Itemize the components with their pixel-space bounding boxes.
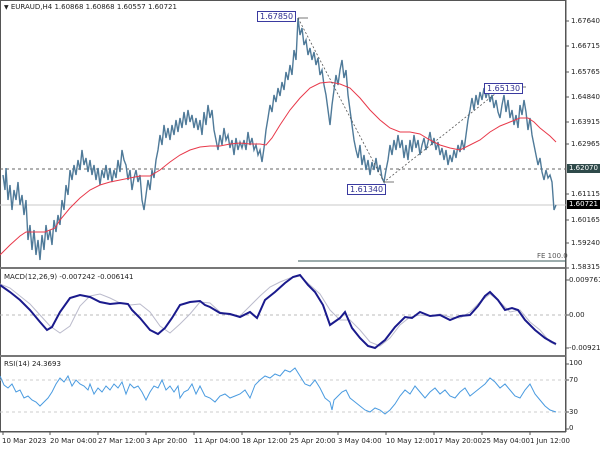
rsi-line xyxy=(0,367,557,415)
time-label: 27 Mar 12:00 xyxy=(98,437,145,445)
collapse-triangle-icon[interactable]: ▼ xyxy=(4,4,9,11)
price-tick: 1.62965 xyxy=(571,140,600,148)
time-label: 18 Apr 12:00 xyxy=(242,437,288,445)
macd-tick: 0.009761 xyxy=(569,276,600,284)
time-label: 3 May 04:00 xyxy=(338,437,382,445)
price-tick: 1.58315 xyxy=(571,263,600,271)
time-label: 25 May 04:00 xyxy=(482,437,531,445)
symbol-label: EURAUD,H4 xyxy=(10,3,53,11)
price-tick: 1.59240 xyxy=(571,239,600,247)
macd-main-line xyxy=(0,273,557,350)
macd-tick: 0.00 xyxy=(569,311,585,319)
macd-signal-line xyxy=(0,275,557,347)
low-annotation[interactable]: 1.61340 xyxy=(347,184,387,195)
price-tick: 1.64840 xyxy=(571,93,600,101)
time-label: 20 Mar 04:00 xyxy=(50,437,97,445)
price-tick: 1.60165 xyxy=(571,216,600,224)
macd-label: MACD(12,26,9) -0.007242 -0.006141 xyxy=(4,273,134,281)
rsi-tick: 100 xyxy=(569,359,583,367)
fe-label: FE 100.0 xyxy=(537,252,568,260)
rsi-tick: 70 xyxy=(569,376,578,384)
price-tick: 1.61115 xyxy=(571,190,600,198)
time-label: 10 May 12:00 xyxy=(386,437,435,445)
price-tick: 1.63915 xyxy=(571,118,600,126)
fibo-expansion-lines xyxy=(297,17,501,183)
moving-average-line xyxy=(0,81,557,256)
high-annotation[interactable]: 1.67850 xyxy=(257,11,297,22)
price-tick: 1.66715 xyxy=(571,42,600,50)
time-label: 11 Apr 04:00 xyxy=(194,437,240,445)
symbol-header: ▼ EURAUD,H4 1.60868 1.60868 1.60557 1.60… xyxy=(4,3,177,11)
macd-tick: -0.009216 xyxy=(569,344,600,352)
rsi-tick: 0 xyxy=(569,424,574,432)
level-price-label: 1.62070 xyxy=(567,164,600,173)
rsi-tick: 30 xyxy=(569,408,578,416)
price-bars xyxy=(2,17,557,261)
price-tick: 1.67640 xyxy=(571,17,600,25)
rsi-label: RSI(14) 24.3693 xyxy=(4,360,61,368)
current-price-label: 1.60721 xyxy=(567,200,600,209)
price-tick: 1.65765 xyxy=(571,68,600,76)
ohlc-values: 1.60868 1.60868 1.60557 1.60721 xyxy=(54,3,177,11)
time-label: 17 May 20:00 xyxy=(434,437,483,445)
time-label: 25 Apr 20:00 xyxy=(290,437,336,445)
time-label: 3 Apr 20:00 xyxy=(146,437,188,445)
time-label: 1 Jun 12:00 xyxy=(530,437,571,445)
time-label: 10 Mar 2023 xyxy=(2,437,47,445)
swing-high-annotation[interactable]: 1.65130 xyxy=(484,83,524,94)
